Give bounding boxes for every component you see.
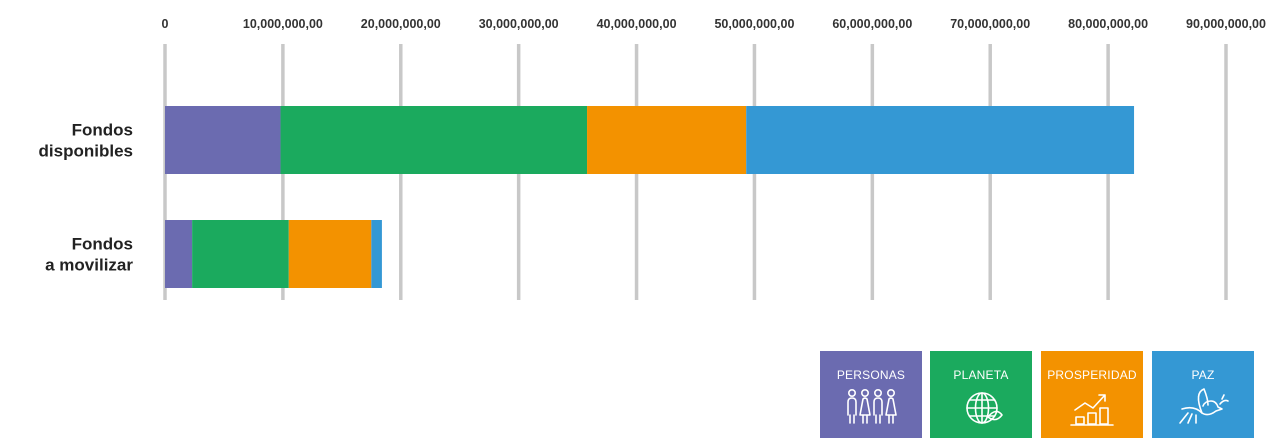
legend-label: PAZ: [1191, 368, 1215, 382]
growth-chart-icon: [1070, 394, 1114, 426]
x-tick-label: 0: [162, 17, 169, 31]
x-tick-label: 40,000,000,00: [597, 17, 677, 31]
legend-label: PROSPERIDAD: [1047, 368, 1137, 382]
x-tick-label: 50,000,000,00: [714, 17, 794, 31]
x-tick-labels: 0 10,000,000,00 20,000,000,00 30,000,000,00…: [162, 17, 1266, 31]
bar-segment-personas: [165, 220, 193, 288]
x-tick-label: 10,000,000,00: [243, 17, 323, 31]
bar-segment-planeta: [280, 106, 588, 174]
legend-paz: PAZ: [1152, 351, 1254, 438]
legend-planeta: PLANETA: [930, 351, 1032, 438]
bar-segment-paz: [746, 106, 1135, 174]
bar-segment-personas: [165, 106, 281, 174]
x-tick-label: 80,000,000,00: [1068, 17, 1148, 31]
x-tick-label: 30,000,000,00: [479, 17, 559, 31]
category-label: Fondos: [72, 235, 133, 254]
people-icon: [847, 388, 897, 424]
category-label: a movilizar: [45, 256, 133, 275]
bar-segment-prosperidad: [587, 106, 747, 174]
category-label: disponibles: [39, 142, 133, 161]
bars: [165, 106, 1135, 288]
x-tick-label: 90,000,000,00: [1186, 17, 1266, 31]
legend-label: PLANETA: [953, 368, 1009, 382]
x-tick-label: 60,000,000,00: [832, 17, 912, 31]
dove-icon: [1179, 388, 1229, 424]
category-label: Fondos: [72, 121, 133, 140]
bar-segment-planeta: [192, 220, 289, 288]
bar-segment-paz: [371, 220, 382, 288]
legend-label: PERSONAS: [836, 368, 906, 382]
category-labels: Fondos disponibles Fondos a movilizar: [39, 121, 134, 275]
legend-prosperidad: PROSPERIDAD: [1041, 351, 1143, 438]
x-tick-label: 70,000,000,00: [950, 17, 1030, 31]
bar-segment-prosperidad: [288, 220, 372, 288]
globe-leaf-icon: [966, 392, 1003, 424]
x-tick-label: 20,000,000,00: [361, 17, 441, 31]
legend-personas: PERSONAS: [820, 351, 922, 438]
